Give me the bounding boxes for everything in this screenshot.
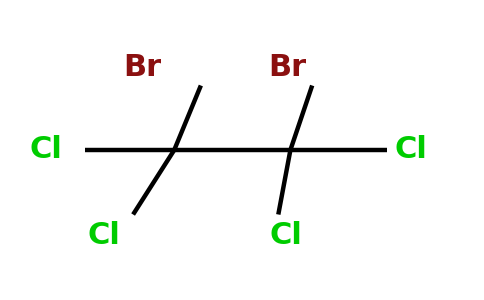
Text: Cl: Cl: [30, 136, 62, 164]
Text: Cl: Cl: [395, 136, 428, 164]
Text: Cl: Cl: [269, 221, 302, 250]
Text: Br: Br: [123, 53, 162, 82]
Text: Br: Br: [269, 53, 307, 82]
Text: Cl: Cl: [88, 221, 121, 250]
